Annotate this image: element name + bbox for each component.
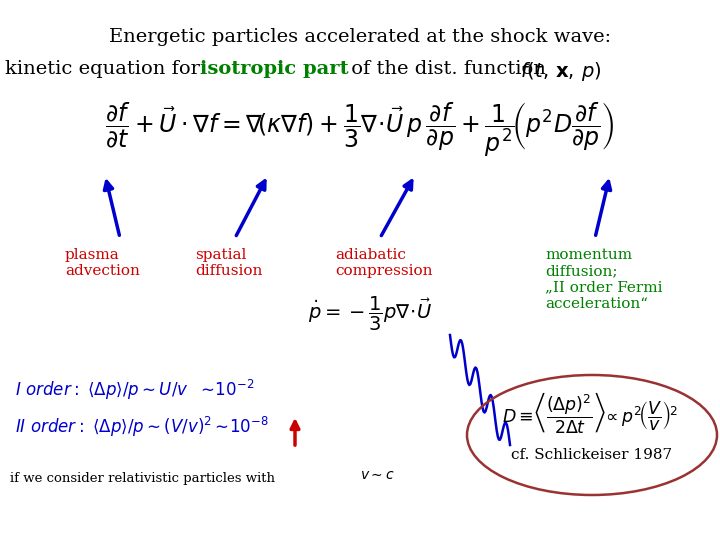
Text: $\dot{p}=-\dfrac{1}{3}p\nabla\!\cdot\!\vec{U}$: $\dot{p}=-\dfrac{1}{3}p\nabla\!\cdot\!\v… bbox=[308, 295, 432, 333]
Text: if we consider relativistic particles with: if we consider relativistic particles wi… bbox=[10, 472, 279, 485]
Text: $I\ \mathit{order{:}}\ \langle\Delta p\rangle/p\sim U/v\ \ \sim\!10^{-2}$: $I\ \mathit{order{:}}\ \langle\Delta p\r… bbox=[15, 378, 254, 402]
Text: $II\ \mathit{order{:}}\ \langle\Delta p\rangle/p\sim(V/v)^2\sim\!10^{-8}$: $II\ \mathit{order{:}}\ \langle\Delta p\… bbox=[15, 415, 269, 439]
Text: momentum
diffusion;
„II order Fermi
acceleration“: momentum diffusion; „II order Fermi acce… bbox=[545, 248, 662, 310]
Text: Energetic particles accelerated at the shock wave:: Energetic particles accelerated at the s… bbox=[109, 28, 611, 46]
Text: isotropic part: isotropic part bbox=[200, 60, 348, 78]
Text: $f(t,\,\mathbf{x},\,p)$: $f(t,\,\mathbf{x},\,p)$ bbox=[520, 60, 601, 83]
Text: of the dist. function: of the dist. function bbox=[345, 60, 552, 78]
Text: adiabatic
compression: adiabatic compression bbox=[335, 248, 433, 278]
Text: plasma
advection: plasma advection bbox=[65, 248, 140, 278]
Text: $v\sim c$: $v\sim c$ bbox=[360, 468, 395, 482]
Text: $\dfrac{\partial f}{\partial t}+\vec{U}\cdot\nabla f=\nabla\!\left(\kappa\nabla : $\dfrac{\partial f}{\partial t}+\vec{U}\… bbox=[105, 100, 615, 159]
Text: spatial
diffusion: spatial diffusion bbox=[195, 248, 262, 278]
Text: cf. Schlickeiser 1987: cf. Schlickeiser 1987 bbox=[511, 448, 672, 462]
Text: kinetic equation for: kinetic equation for bbox=[5, 60, 206, 78]
Text: $D\equiv\!\left\langle\dfrac{(\Delta p)^2}{2\Delta t}\right\rangle\!\propto p^2\: $D\equiv\!\left\langle\dfrac{(\Delta p)^… bbox=[502, 390, 678, 435]
